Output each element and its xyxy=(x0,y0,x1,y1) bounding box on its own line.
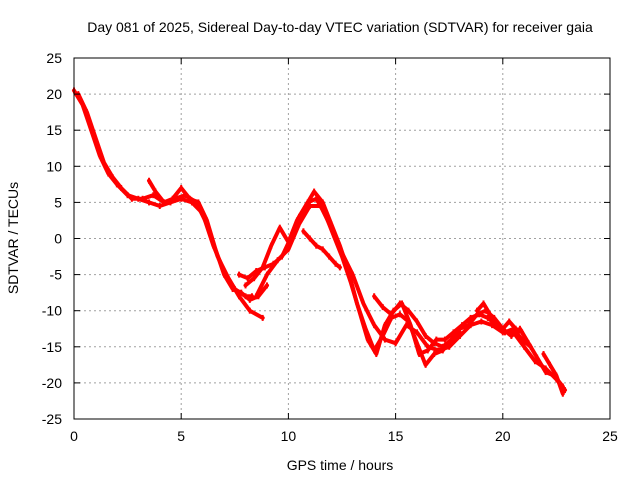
chart-title: Day 081 of 2025, Sidereal Day-to-day VTE… xyxy=(87,19,593,35)
series-line-track-6 xyxy=(254,204,567,393)
y-tick-label: -5 xyxy=(50,267,63,283)
grid-lines xyxy=(74,58,610,419)
x-axis-label: GPS time / hours xyxy=(287,457,394,473)
y-tick-label: 10 xyxy=(46,158,62,174)
y-tick-label: 20 xyxy=(46,86,62,102)
y-tick-label: -20 xyxy=(42,375,62,391)
y-tick-label: -15 xyxy=(42,339,62,355)
y-tick-label: 5 xyxy=(54,194,62,210)
x-tick-label: 20 xyxy=(495,428,511,444)
series-line-track-2 xyxy=(76,92,265,320)
x-tick-label: 25 xyxy=(602,428,618,444)
x-tick-label: 15 xyxy=(388,428,404,444)
y-tick-label: -25 xyxy=(42,411,62,427)
y-tick-label: 15 xyxy=(46,122,62,138)
series-line-track-1 xyxy=(72,88,254,299)
x-tick-label: 0 xyxy=(70,428,78,444)
series-line-track-5 xyxy=(243,189,565,389)
y-tick-label: 25 xyxy=(46,50,62,66)
x-tick-label: 5 xyxy=(177,428,185,444)
axis-ticks: 0 5 10 15 20 25 -25 -20 -15 -10 -5 0 5 10 15 20 25 xyxy=(42,50,618,444)
y-tick-label: 0 xyxy=(54,231,62,247)
y-axis-label: SDTVAR / TECUs xyxy=(5,182,21,294)
y-tick-label: -10 xyxy=(42,303,62,319)
series-line-track-10 xyxy=(541,352,565,396)
series-line-track-9 xyxy=(475,301,525,335)
plot-area xyxy=(72,87,567,397)
x-tick-label: 10 xyxy=(281,428,297,444)
